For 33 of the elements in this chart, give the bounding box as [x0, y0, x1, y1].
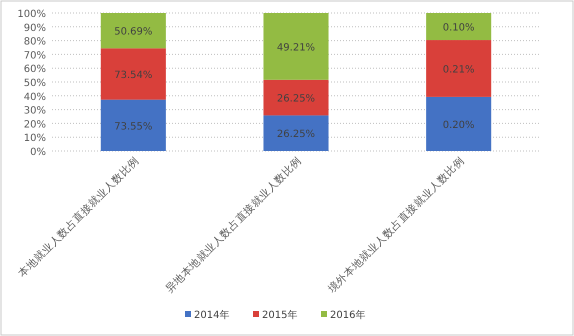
- annotation: 0.21%: [442, 64, 475, 76]
- y-tick-label: 100%: [17, 9, 46, 20]
- bar: [100, 100, 166, 151]
- x-tick-label: 异地本地就业人数占直接就业人数比例: [162, 154, 304, 296]
- annotation: 73.54%: [114, 70, 152, 81]
- bar: [263, 80, 329, 116]
- x-tick-label: 境外本地就业人数占直接就业人数比例: [324, 154, 467, 296]
- bar: [263, 115, 329, 151]
- legend-label: 2016年: [330, 309, 366, 321]
- y-tick-label: 50%: [24, 78, 46, 89]
- y-tick-label: 70%: [24, 50, 46, 62]
- annotation: 26.25%: [276, 94, 316, 105]
- y-tick-label: 20%: [24, 119, 46, 130]
- bar: [426, 13, 492, 40]
- annotation: 0.20%: [442, 120, 475, 131]
- y-tick-label: 40%: [24, 92, 46, 103]
- y-tick-label: 30%: [24, 106, 46, 117]
- bar: [100, 48, 166, 100]
- legend-label: 2015年: [262, 309, 298, 321]
- legend-label: 2014年: [194, 309, 230, 321]
- bar: [100, 13, 166, 48]
- annotation: 73.55%: [114, 121, 152, 132]
- bar: [426, 96, 492, 151]
- y-tick-label: 80%: [24, 36, 46, 48]
- annotation: 0.10%: [442, 22, 475, 34]
- annotation: 26.25%: [276, 129, 316, 140]
- bar: [263, 13, 329, 80]
- bar: [426, 40, 492, 97]
- y-tick-label: 10%: [24, 133, 46, 144]
- annotation: 50.69%: [114, 26, 152, 38]
- y-tick-label: 60%: [24, 64, 46, 76]
- annotation: 49.21%: [276, 42, 316, 54]
- y-tick-label: 90%: [24, 22, 46, 34]
